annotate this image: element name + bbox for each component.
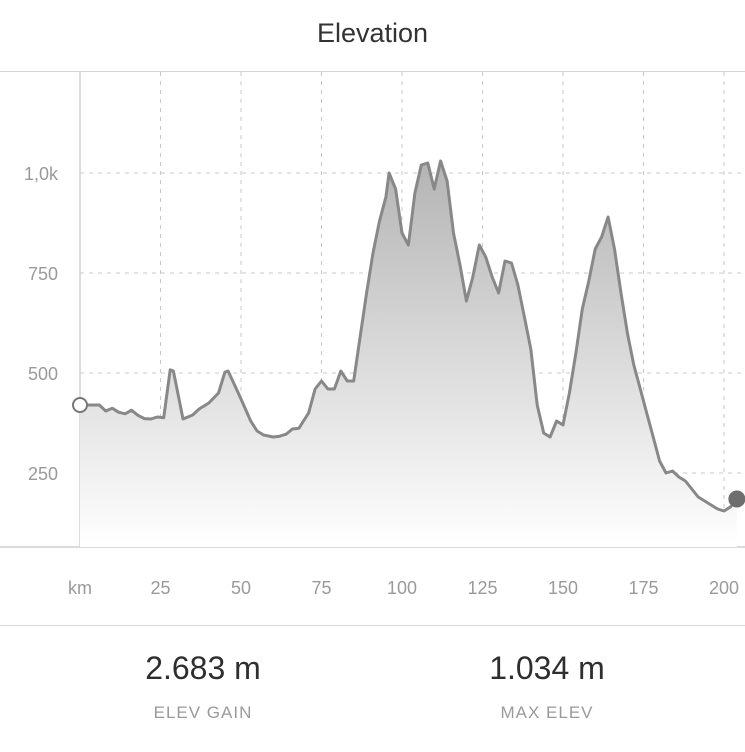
elevation-chart[interactable]: 250 500 750 1,0k km 25 50 75 100 125 150 175 200 bbox=[0, 72, 745, 625]
page-title: Elevation bbox=[316, 18, 429, 48]
y-tick-label: 750 bbox=[28, 264, 58, 284]
x-tick-label: 50 bbox=[231, 578, 251, 598]
x-unit-label: km bbox=[68, 578, 92, 598]
elev-gain-stat: 2.683 m ELEV GAIN bbox=[73, 650, 333, 723]
elevation-line bbox=[80, 159, 739, 513]
y-tick-label: 500 bbox=[28, 364, 58, 384]
x-tick-label: 25 bbox=[150, 578, 170, 598]
elev-gain-label: ELEV GAIN bbox=[153, 703, 253, 722]
max-elev-label: MAX ELEV bbox=[500, 703, 594, 722]
start-marker bbox=[72, 397, 88, 413]
max-elev-value: 1.034 m bbox=[489, 650, 605, 686]
x-tick-label: 150 bbox=[548, 578, 578, 598]
x-tick-label: 75 bbox=[311, 578, 331, 598]
elevation-chart-svg: 250 500 750 1,0k km 25 50 75 100 125 150 175 200 bbox=[0, 72, 745, 598]
x-tick-label: 175 bbox=[628, 578, 658, 598]
max-elev-stat: 1.034 m MAX ELEV bbox=[417, 650, 677, 723]
x-tick-label: 100 bbox=[387, 578, 417, 598]
x-tick-label: 200 bbox=[709, 578, 739, 598]
y-tick-label: 250 bbox=[28, 464, 58, 484]
stats-divider bbox=[0, 625, 745, 626]
end-marker bbox=[728, 490, 745, 508]
header: Elevation bbox=[0, 0, 745, 72]
elevation-area bbox=[80, 161, 737, 547]
y-tick-label: 1,0k bbox=[24, 164, 59, 184]
elev-gain-value: 2.683 m bbox=[145, 650, 261, 686]
x-tick-label: 125 bbox=[467, 578, 497, 598]
